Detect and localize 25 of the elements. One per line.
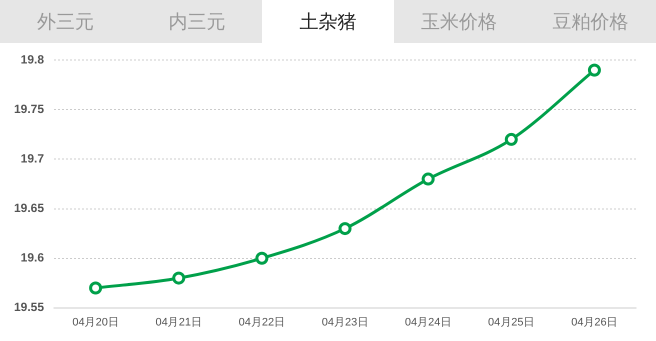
y-tick-label: 19.8 — [20, 52, 44, 67]
x-tick-label: 04月23日 — [322, 316, 368, 328]
x-tick-label: 04月21日 — [155, 316, 202, 328]
y-tick-label: 19.75 — [14, 102, 44, 116]
chart-title: 土杂猪 — [262, 0, 394, 43]
x-tick-label: 04月25日 — [488, 316, 535, 328]
point — [588, 64, 601, 77]
x-tick-label: 04月26日 — [571, 316, 618, 328]
y-tick-label: 19.65 — [14, 201, 44, 216]
text: 玉米价格 — [420, 10, 498, 34]
point — [255, 252, 268, 265]
point — [422, 172, 435, 186]
y-tick-label: 19.55 — [14, 300, 44, 314]
point — [89, 281, 102, 294]
x-tick-label: 04月20日 — [72, 316, 119, 328]
text: 内三元 — [167, 10, 226, 34]
text: 豆粕价格 — [551, 10, 630, 34]
x-tick-label: 04月22日 — [238, 316, 286, 328]
text: 外三元 — [36, 10, 96, 34]
point — [338, 222, 352, 236]
x-tick-label: 04月24日 — [404, 316, 452, 328]
point — [504, 132, 518, 146]
y-tick-label: 19.6 — [20, 250, 44, 265]
point — [172, 272, 186, 285]
y-tick-label: 19.7 — [20, 152, 44, 166]
